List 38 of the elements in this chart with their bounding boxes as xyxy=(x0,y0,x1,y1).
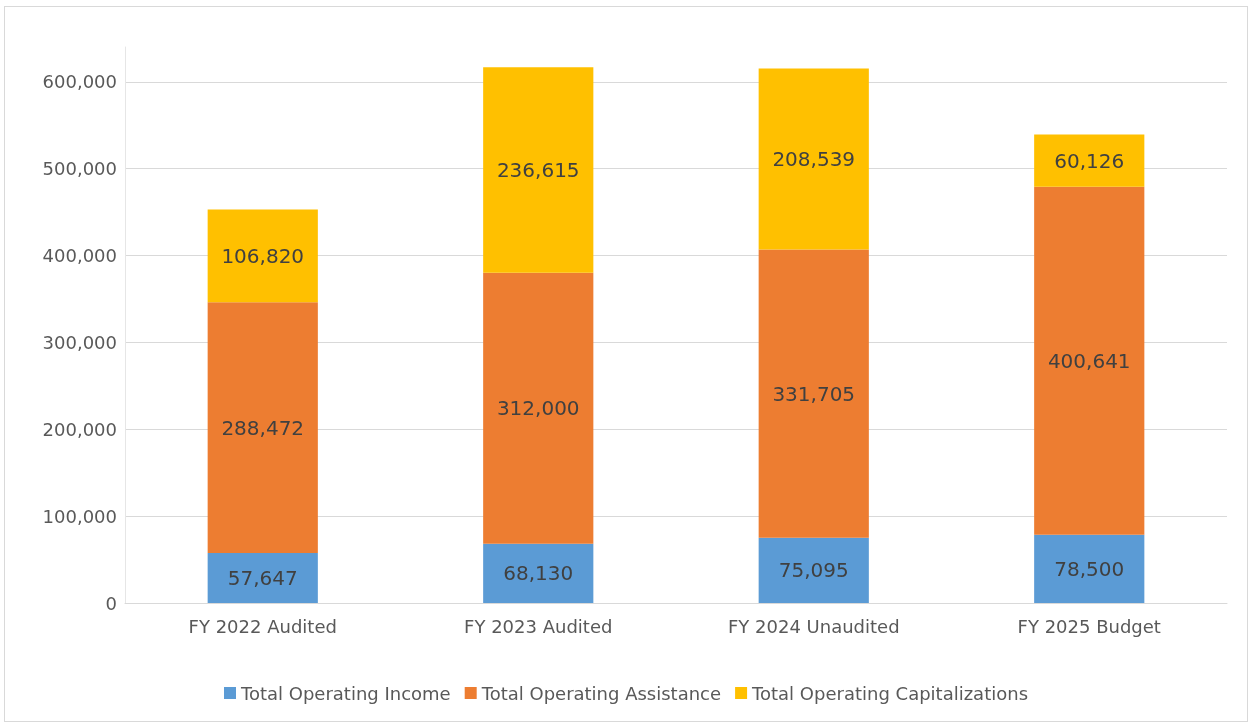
y-tick-label: 500,000 xyxy=(42,158,117,180)
bar xyxy=(1034,134,1145,187)
data-label: 75,095 xyxy=(778,558,849,583)
data-label: 312,000 xyxy=(496,396,580,421)
bar xyxy=(758,537,869,603)
x-tick-label: FY 2022 Audited xyxy=(188,615,337,637)
bar xyxy=(483,67,594,273)
x-tick-label: FY 2025 Budget xyxy=(1017,615,1161,637)
legend-label: Total Operating Assistance xyxy=(480,682,722,704)
bar xyxy=(483,543,594,603)
data-label: 236,615 xyxy=(496,157,580,182)
bar xyxy=(207,209,318,303)
bar xyxy=(483,272,594,544)
bar xyxy=(207,302,318,553)
data-label: 400,641 xyxy=(1047,348,1131,373)
data-label: 288,472 xyxy=(221,415,305,440)
y-tick-label: 300,000 xyxy=(42,331,117,353)
legend-label: Total Operating Capitalizations xyxy=(751,682,1029,704)
data-label: 331,705 xyxy=(772,381,856,406)
y-tick-label: 600,000 xyxy=(42,71,117,93)
bar xyxy=(207,552,318,603)
bar xyxy=(758,249,869,538)
y-tick-label: 0 xyxy=(105,592,117,614)
bar xyxy=(758,68,869,250)
x-tick-label: FY 2024 Unaudited xyxy=(727,615,900,637)
x-tick-label: FY 2023 Audited xyxy=(464,615,613,637)
data-label: 60,126 xyxy=(1054,148,1125,173)
bar xyxy=(1034,534,1145,603)
legend-label: Total Operating Income xyxy=(239,682,451,704)
y-tick-label: 100,000 xyxy=(42,505,117,527)
data-label: 68,130 xyxy=(503,561,574,586)
y-tick-label: 200,000 xyxy=(42,418,117,440)
y-tick-label: 400,000 xyxy=(42,245,117,266)
bar xyxy=(1034,186,1145,535)
data-label: 208,539 xyxy=(772,147,856,172)
data-label: 57,647 xyxy=(227,565,298,590)
data-label: 78,500 xyxy=(1054,556,1125,581)
data-label: 106,820 xyxy=(221,243,305,268)
